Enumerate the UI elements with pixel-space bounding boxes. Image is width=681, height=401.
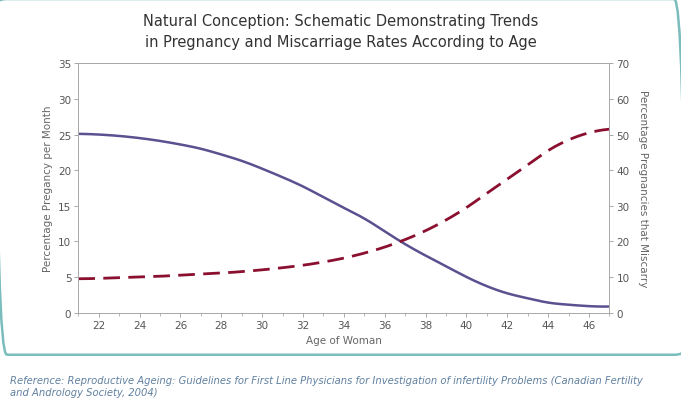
Text: Reference: Reproductive Ageing: Guidelines for First Line Physicians for Investi: Reference: Reproductive Ageing: Guidelin… xyxy=(10,375,643,397)
X-axis label: Age of Woman: Age of Woman xyxy=(306,335,382,345)
Y-axis label: Percentage Pregnancies that Miscarry: Percentage Pregnancies that Miscarry xyxy=(638,90,648,287)
Text: Natural Conception: Schematic Demonstrating Trends
in Pregnancy and Miscarriage : Natural Conception: Schematic Demonstrat… xyxy=(143,14,538,50)
Y-axis label: Percentage Pregancy per Month: Percentage Pregancy per Month xyxy=(43,105,52,271)
